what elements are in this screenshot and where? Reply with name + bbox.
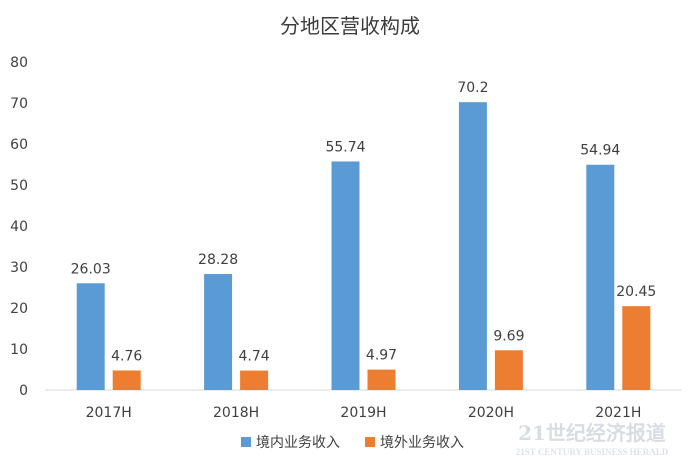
- data-label: 20.45: [616, 284, 656, 300]
- x-tick-label: 2019H: [340, 405, 386, 421]
- y-tick-label: 80: [10, 55, 28, 71]
- bar-overseas-2021H: [622, 306, 651, 390]
- bar-domestic-2020H: [458, 102, 487, 391]
- y-tick-label: 10: [10, 342, 28, 358]
- data-label: 9.69: [493, 328, 524, 344]
- data-label: 4.97: [366, 348, 397, 364]
- x-axis: 2017H 2018H 2019H 2020H 2021H: [86, 405, 642, 421]
- data-label: 4.74: [239, 349, 270, 365]
- x-tick-label: 2021H: [595, 405, 641, 421]
- legend-swatch: [365, 437, 375, 447]
- legend-label: 境外业务收入: [380, 435, 464, 451]
- bar-domestic-2019H: [331, 161, 360, 390]
- bar-domestic-2018H: [204, 274, 233, 390]
- y-tick-label: 0: [19, 383, 28, 399]
- legend-label: 境内业务收入: [256, 435, 340, 451]
- y-tick-label: 60: [10, 137, 28, 153]
- bar-domestic-2021H: [586, 164, 615, 390]
- y-tick-label: 40: [10, 219, 28, 235]
- bar-domestic-2017H: [76, 283, 105, 390]
- watermark-subtitle: 21ST CENTURY BUSINESS HERALD: [516, 447, 669, 457]
- y-axis: 0 10 20 30 40 50 60 70 80: [10, 55, 28, 399]
- chart-title: 分地区营收构成: [280, 14, 420, 38]
- data-label: 54.94: [580, 143, 620, 159]
- legend: 境内业务收入 境外业务收入: [241, 435, 464, 451]
- x-tick-label: 2017H: [86, 405, 132, 421]
- y-tick-label: 70: [10, 96, 28, 112]
- y-tick-label: 50: [10, 178, 28, 194]
- watermark: 21世纪经济报道 21ST CENTURY BUSINESS HERALD: [516, 421, 669, 457]
- data-label: 55.74: [325, 139, 365, 155]
- x-tick-label: 2020H: [468, 405, 514, 421]
- y-tick-label: 20: [10, 301, 28, 317]
- x-tick-label: 2018H: [213, 405, 259, 421]
- data-label: 70.2: [457, 80, 488, 96]
- bar-overseas-2017H: [112, 370, 141, 390]
- bar-overseas-2020H: [494, 350, 523, 390]
- bar-overseas-2018H: [240, 370, 269, 390]
- bars-group: 26.03 4.76 28.28 4.74 55.74 4.97 70.2 9.69 54.94…: [71, 80, 656, 391]
- legend-swatch: [241, 437, 251, 447]
- data-label: 28.28: [198, 252, 238, 268]
- data-label: 26.03: [71, 261, 111, 277]
- data-label: 4.76: [111, 348, 142, 364]
- y-tick-label: 30: [10, 260, 28, 276]
- watermark-logo-text: 21世纪经济报道: [518, 421, 666, 445]
- bar-overseas-2019H: [367, 369, 396, 390]
